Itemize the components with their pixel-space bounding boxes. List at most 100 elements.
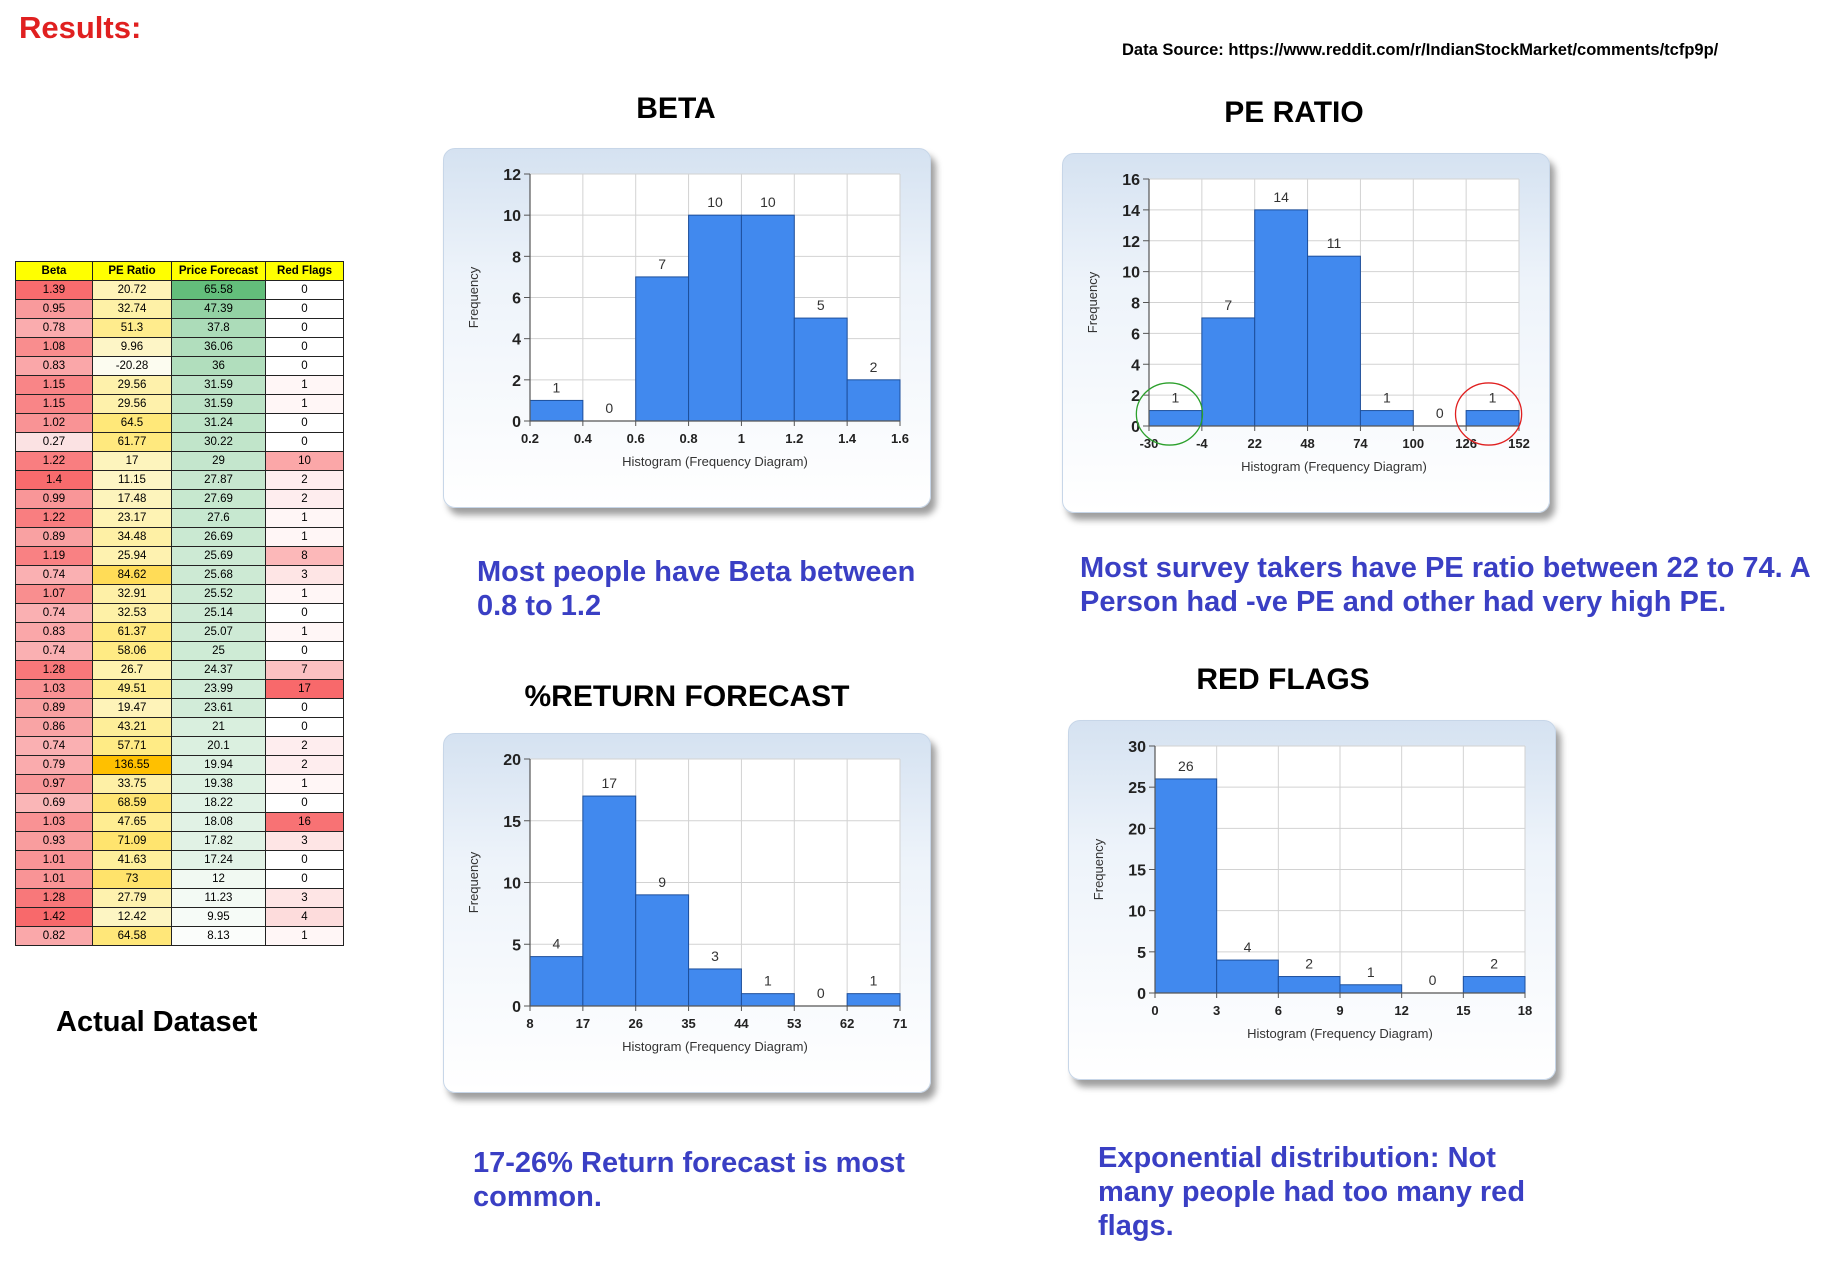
y-tick-label: 0 bbox=[512, 414, 521, 431]
bar-value-label: 11 bbox=[1327, 235, 1342, 251]
bar-value-label: 1 bbox=[1489, 390, 1497, 406]
bar-value-label: 9 bbox=[658, 874, 666, 890]
beta-cell: 1.39 bbox=[15, 280, 93, 300]
results-heading: Results: bbox=[19, 10, 142, 45]
x-tick-label: 0.4 bbox=[574, 431, 593, 446]
beta-cell: 1.15 bbox=[15, 375, 93, 395]
price-forecast-cell: 30.22 bbox=[171, 432, 266, 452]
red-flags-cell: 1 bbox=[265, 375, 344, 395]
pe-ratio-cell: 61.77 bbox=[92, 432, 172, 452]
data-source-note: Data Source: https://www.reddit.com/r/In… bbox=[1122, 41, 1719, 59]
beta-cell: 0.69 bbox=[15, 793, 93, 813]
y-tick-label: 20 bbox=[503, 752, 521, 769]
y-tick-label: 4 bbox=[512, 332, 521, 349]
red-flags-cell: 1 bbox=[265, 394, 344, 414]
x-tick-label: -30 bbox=[1140, 436, 1159, 451]
x-axis-label: Histogram (Frequency Diagram) bbox=[622, 454, 808, 469]
beta-cell: 0.89 bbox=[15, 698, 93, 718]
red-flags-cell: 2 bbox=[265, 736, 344, 756]
table-row: 0.82 64.58 8.13 1 bbox=[15, 926, 344, 946]
table-row: 1.15 29.56 31.59 1 bbox=[15, 394, 344, 414]
histogram-bar bbox=[1148, 410, 1203, 427]
table-row: 1.28 26.7 24.37 7 bbox=[15, 660, 344, 680]
pe-ratio-cell: 11.15 bbox=[92, 470, 172, 490]
pe-ratio-cell: 33.75 bbox=[92, 774, 172, 794]
highlight-circle bbox=[1135, 382, 1204, 446]
x-tick-label: 8 bbox=[526, 1016, 533, 1031]
bar-value-label: 1 bbox=[1383, 390, 1391, 406]
bar-value-label: 1 bbox=[870, 973, 878, 989]
y-axis-label: Frequency bbox=[466, 266, 481, 328]
price-forecast-cell: 25 bbox=[171, 641, 266, 661]
y-tick-label: 8 bbox=[1131, 296, 1140, 313]
bar-value-label: 0 bbox=[1429, 972, 1437, 988]
x-tick-label: 0.2 bbox=[521, 431, 539, 446]
table-row: 1.03 49.51 23.99 17 bbox=[15, 679, 344, 699]
red-flags-cell: 3 bbox=[265, 565, 344, 585]
price-forecast-cell: 25.07 bbox=[171, 622, 266, 642]
red-flags-cell: 17 bbox=[265, 679, 344, 699]
pe-ratio-cell: 19.47 bbox=[92, 698, 172, 718]
x-tick-label: 62 bbox=[840, 1016, 854, 1031]
beta-cell: 1.08 bbox=[15, 337, 93, 357]
pe-ratio-cell: 29.56 bbox=[92, 375, 172, 395]
bar-value-label: 26 bbox=[1178, 758, 1194, 774]
table-row: 0.79 136.55 19.94 2 bbox=[15, 755, 344, 775]
table-row: 1.28 27.79 11.23 3 bbox=[15, 888, 344, 908]
pe-ratio-cell: 47.65 bbox=[92, 812, 172, 832]
red-flags-cell: 8 bbox=[265, 546, 344, 566]
pe-ratio-cell: 58.06 bbox=[92, 641, 172, 661]
red-flags-cell: 1 bbox=[265, 774, 344, 794]
red-flags-cell: 0 bbox=[265, 698, 344, 718]
bar-value-label: 0 bbox=[817, 985, 825, 1001]
bar-value-label: 2 bbox=[1305, 956, 1313, 972]
price-forecast-cell: 37.8 bbox=[171, 318, 266, 338]
pe-ratio-cell: 84.62 bbox=[92, 565, 172, 585]
y-tick-label: 10 bbox=[1122, 265, 1140, 282]
beta-cell: 0.74 bbox=[15, 641, 93, 661]
pe-ratio-cell: 49.51 bbox=[92, 679, 172, 699]
x-tick-label: 1.2 bbox=[785, 431, 803, 446]
table-row: 0.95 32.74 47.39 0 bbox=[15, 299, 344, 319]
pe-ratio-cell: 71.09 bbox=[92, 831, 172, 851]
table-row: 1.15 29.56 31.59 1 bbox=[15, 375, 344, 395]
histogram-bar bbox=[1307, 255, 1361, 427]
x-tick-label: 26 bbox=[628, 1016, 642, 1031]
dataset-body: 1.39 20.72 65.58 0 0.95 32.74 47.39 0 0.78 51.3 37… bbox=[15, 280, 344, 946]
red-flags-cell: 1 bbox=[265, 508, 344, 528]
pe-ratio-cell: 17.48 bbox=[92, 489, 172, 509]
histogram-bar bbox=[582, 795, 637, 1007]
table-row: 0.83 61.37 25.07 1 bbox=[15, 622, 344, 642]
table-row: 1.03 47.65 18.08 16 bbox=[15, 812, 344, 832]
pe-ratio-cell: 68.59 bbox=[92, 793, 172, 813]
bar-value-label: 4 bbox=[553, 936, 561, 952]
x-tick-label: 1 bbox=[738, 431, 745, 446]
y-tick-label: 10 bbox=[503, 208, 521, 225]
red-flags-cell: 1 bbox=[265, 584, 344, 604]
pe-ratio-cell: 29.56 bbox=[92, 394, 172, 414]
table-row: 0.99 17.48 27.69 2 bbox=[15, 489, 344, 509]
bar-value-label: 14 bbox=[1273, 189, 1289, 205]
beta-cell: 0.74 bbox=[15, 736, 93, 756]
histogram-bar bbox=[1154, 778, 1218, 994]
price-forecast-cell: 29 bbox=[171, 451, 266, 471]
red-flags-cell: 0 bbox=[265, 793, 344, 813]
beta-cell: 1.07 bbox=[15, 584, 93, 604]
bar-value-label: 2 bbox=[1490, 956, 1498, 972]
y-tick-label: 6 bbox=[512, 291, 521, 308]
price-forecast-cell: 36 bbox=[171, 356, 266, 376]
red-flags-cell: 0 bbox=[265, 603, 344, 623]
table-row: 0.27 61.77 30.22 0 bbox=[15, 432, 344, 452]
histogram-bar bbox=[1216, 959, 1279, 994]
pe-ratio-cell: 32.74 bbox=[92, 299, 172, 319]
histogram-bar bbox=[635, 894, 690, 1007]
dataset-label: Actual Dataset bbox=[56, 1006, 258, 1038]
y-tick-label: 30 bbox=[1128, 739, 1146, 756]
red-flags-cell: 2 bbox=[265, 755, 344, 775]
y-tick-label: 0 bbox=[1131, 419, 1140, 436]
x-tick-label: 44 bbox=[734, 1016, 749, 1031]
bar-value-label: 10 bbox=[707, 194, 723, 210]
histogram-bar bbox=[1254, 209, 1309, 427]
beta-cell: 0.95 bbox=[15, 299, 93, 319]
